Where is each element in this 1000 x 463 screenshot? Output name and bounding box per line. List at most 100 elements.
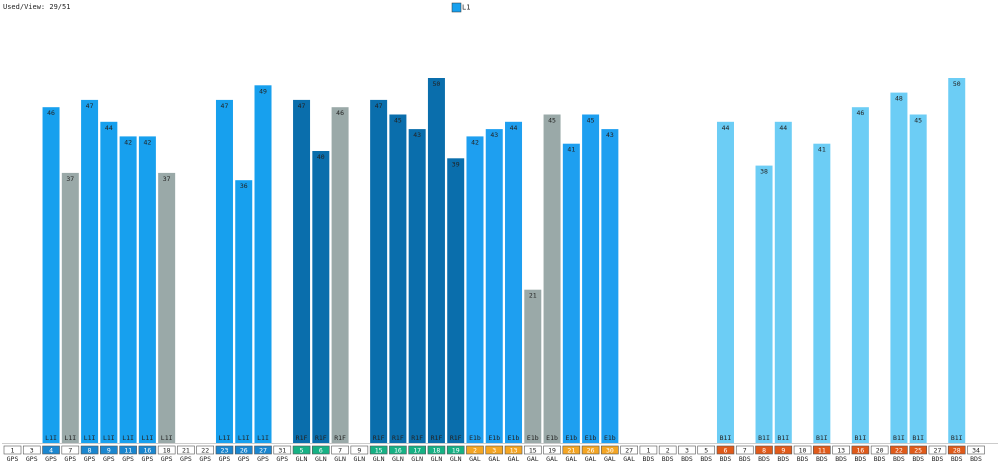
constellation-label: GAL xyxy=(604,455,616,463)
value-label: 42 xyxy=(471,138,479,146)
value-label: 47 xyxy=(298,102,306,110)
prn-label: 2 xyxy=(473,447,477,455)
signal-label: L1I xyxy=(238,434,250,442)
prn-label: 9 xyxy=(357,447,361,455)
bar xyxy=(254,85,272,444)
signal-label: R1F xyxy=(411,434,423,442)
bar xyxy=(427,78,445,443)
value-label: 21 xyxy=(529,292,537,300)
constellation-label: GPS xyxy=(161,455,173,463)
signal-label: L1I xyxy=(45,434,57,442)
signal-label: B1I xyxy=(758,434,770,442)
bar xyxy=(312,151,330,443)
value-label: 43 xyxy=(413,131,421,139)
prn-box xyxy=(446,445,465,455)
prn-label: 30 xyxy=(606,447,614,455)
prn-label: 25 xyxy=(914,447,922,455)
prn-box xyxy=(485,445,504,455)
constellation-label: BDS xyxy=(855,455,867,463)
prn-box xyxy=(234,445,253,455)
prn-label: 13 xyxy=(837,447,845,455)
prn-box xyxy=(100,445,118,455)
prn-box xyxy=(678,445,696,455)
prn-box xyxy=(331,445,349,455)
constellation-label: GAL xyxy=(623,455,635,463)
value-label: 47 xyxy=(375,102,383,110)
constellation-label: BDS xyxy=(970,455,982,463)
prn-box xyxy=(716,445,735,455)
bar xyxy=(716,121,734,444)
prn-box xyxy=(273,445,292,455)
prn-label: 28 xyxy=(953,447,961,455)
signal-label: E1b xyxy=(604,434,616,442)
prn-label: 5 xyxy=(704,447,708,455)
value-label: 37 xyxy=(163,175,171,183)
prn-label: 27 xyxy=(625,447,633,455)
constellation-label: GPS xyxy=(276,455,288,463)
prn-box xyxy=(119,445,137,455)
prn-box xyxy=(466,445,484,455)
prn-label: 7 xyxy=(338,447,342,455)
prn-label: 7 xyxy=(743,447,747,455)
constellation-label: GAL xyxy=(527,455,539,463)
constellation-label: GPS xyxy=(142,455,154,463)
value-label: 38 xyxy=(760,168,768,176)
bar xyxy=(293,99,311,444)
prn-box xyxy=(870,445,889,455)
prn-label: 16 xyxy=(856,447,864,455)
signal-label: L1I xyxy=(103,434,115,442)
bar xyxy=(890,92,908,443)
prn-label: 31 xyxy=(278,447,286,455)
value-label: 50 xyxy=(953,80,961,88)
constellation-label: GPS xyxy=(238,455,250,463)
prn-label: 7 xyxy=(68,447,72,455)
prn-box xyxy=(61,445,80,455)
signal-label: L1I xyxy=(122,434,134,442)
signal-label: R1F xyxy=(392,434,404,442)
prn-box xyxy=(967,445,985,455)
prn-box xyxy=(735,445,754,455)
bar xyxy=(466,136,484,443)
signal-label: B1I xyxy=(816,434,828,442)
prn-label: 18 xyxy=(163,447,171,455)
bar xyxy=(562,143,580,443)
prn-label: 1 xyxy=(646,447,650,455)
prn-box xyxy=(215,445,234,455)
prn-label: 11 xyxy=(818,447,826,455)
value-label: 36 xyxy=(240,182,248,190)
value-label: 47 xyxy=(221,102,229,110)
prn-label: 19 xyxy=(452,447,460,455)
prn-label: 9 xyxy=(781,447,785,455)
constellation-label: GAL xyxy=(508,455,520,463)
prn-box xyxy=(581,445,600,455)
value-label: 46 xyxy=(47,109,55,117)
constellation-label: GPS xyxy=(257,455,269,463)
constellation-label: GPS xyxy=(64,455,76,463)
prn-box xyxy=(80,445,99,455)
signal-label: B1I xyxy=(893,434,905,442)
prn-box xyxy=(312,445,330,455)
prn-label: 2 xyxy=(666,447,670,455)
signal-label: E1b xyxy=(469,434,481,442)
prn-label: 17 xyxy=(413,447,421,455)
prn-box xyxy=(389,445,407,455)
prn-box xyxy=(697,445,716,455)
prn-label: 8 xyxy=(88,447,92,455)
signal-label: R1F xyxy=(334,434,346,442)
constellation-label: GLN xyxy=(373,455,385,463)
signal-label: E1b xyxy=(488,434,500,442)
bar xyxy=(331,107,349,443)
prn-box xyxy=(177,445,195,455)
prn-box xyxy=(196,445,214,455)
prn-label: 3 xyxy=(492,447,496,455)
constellation-label: BDS xyxy=(932,455,944,463)
value-label: 44 xyxy=(105,124,113,132)
constellation-label: BDS xyxy=(797,455,809,463)
prn-box xyxy=(138,445,157,455)
prn-box xyxy=(774,445,793,455)
value-label: 41 xyxy=(818,146,826,154)
constellation-label: GPS xyxy=(199,455,211,463)
prn-label: 34 xyxy=(972,447,980,455)
prn-box xyxy=(562,445,581,455)
bar xyxy=(408,129,426,443)
